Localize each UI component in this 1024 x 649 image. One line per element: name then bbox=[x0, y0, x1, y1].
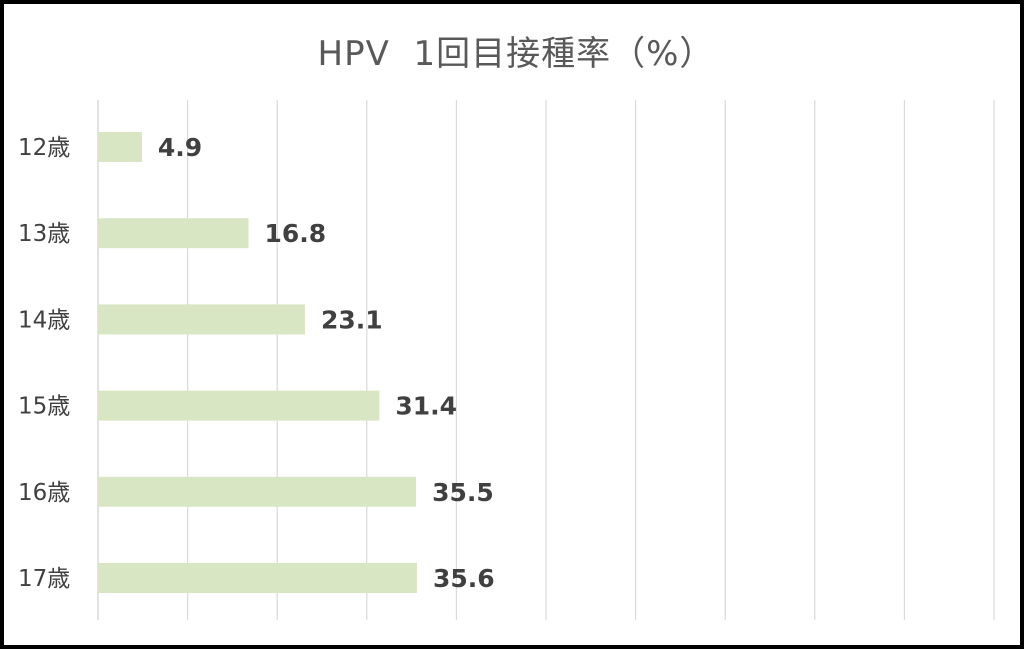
data-label: 35.6 bbox=[433, 564, 495, 593]
bar-chart: 12歳 4.9 13歳 16.8 14歳 23.1 15歳 31.4 16歳 35.5 17歳 35.… bbox=[18, 100, 995, 620]
category-label: 17歳 bbox=[18, 566, 70, 592]
data-label: 31.4 bbox=[395, 392, 457, 421]
data-label: 35.5 bbox=[432, 478, 494, 507]
category-label: 12歳 bbox=[18, 135, 70, 161]
data-label: 23.1 bbox=[321, 305, 383, 334]
bar bbox=[98, 476, 417, 507]
category-label: 16歳 bbox=[18, 480, 70, 506]
data-label: 16.8 bbox=[265, 219, 327, 248]
category-label: 14歳 bbox=[18, 307, 70, 333]
chart-title: HPV 1回目接種率（%） bbox=[317, 34, 715, 74]
bar bbox=[98, 304, 305, 335]
category-label: 15歳 bbox=[18, 394, 70, 420]
bar bbox=[98, 390, 380, 421]
bar bbox=[98, 563, 417, 593]
category-label: 13歳 bbox=[18, 221, 70, 247]
bar bbox=[98, 218, 249, 249]
data-label: 4.9 bbox=[158, 133, 202, 162]
bar bbox=[98, 132, 142, 162]
